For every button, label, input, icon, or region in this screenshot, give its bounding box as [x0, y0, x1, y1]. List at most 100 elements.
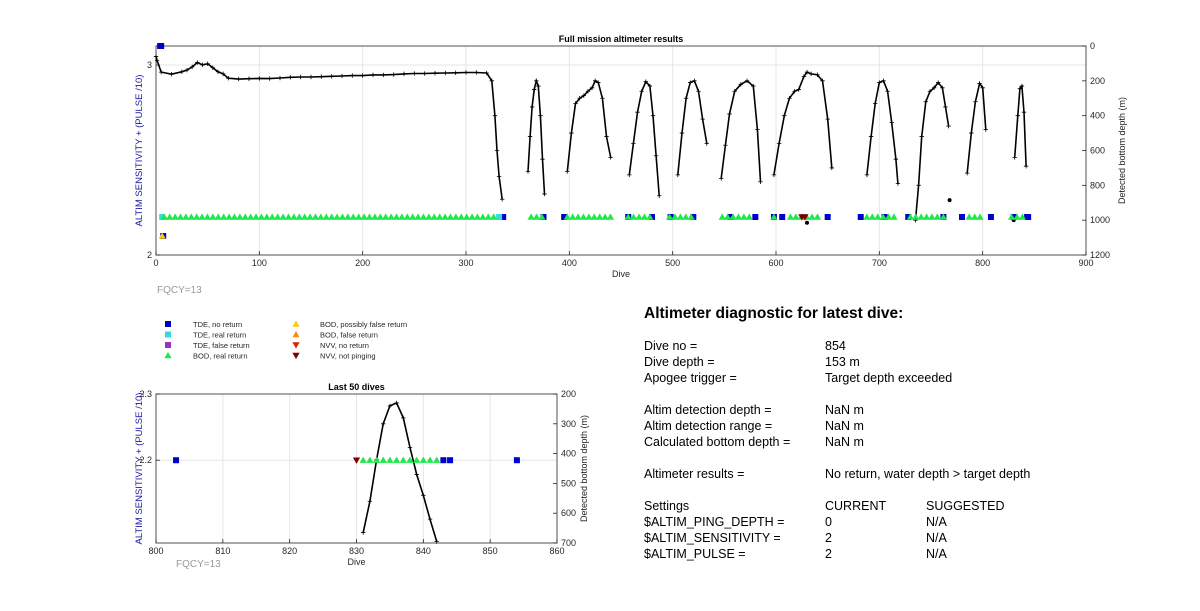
depth-point [825, 116, 830, 122]
depth-point [923, 99, 929, 104]
marker-triangle-up [884, 213, 893, 220]
marker-triangle-up [268, 213, 276, 220]
calculated-bottom-label: Calculated bottom depth = [644, 435, 791, 449]
marker-triangle-up [425, 213, 433, 220]
marker-triangle-up [306, 213, 314, 220]
marker-triangle-up [574, 213, 582, 220]
depth-point [801, 74, 807, 79]
legend-marker [165, 331, 171, 338]
depth-point [719, 176, 724, 181]
y-tick-label-right: 400 [1090, 111, 1105, 121]
marker-triangle-up [441, 213, 449, 220]
marker-triangle-up [198, 213, 206, 220]
chart-title: Last 50 dives [328, 382, 385, 392]
marker-triangle-up [236, 213, 244, 220]
depth-point [538, 113, 543, 118]
depth-point [329, 74, 334, 79]
marker-triangle-up [585, 213, 593, 220]
depth-point [964, 170, 970, 176]
setting-suggested: N/A [926, 547, 947, 561]
marker-triangle-up [468, 213, 476, 220]
depth-point [977, 81, 982, 86]
depth-line [966, 81, 987, 174]
depth-point [387, 403, 393, 409]
marker-triangle-up [263, 213, 271, 220]
marker-triangle-up [398, 213, 406, 220]
y-tick-label-right: 800 [1090, 180, 1105, 190]
depth-point [589, 85, 595, 90]
marker-triangle-up [971, 213, 979, 220]
depth-point [815, 72, 820, 77]
current-header: CURRENT [825, 499, 887, 513]
marker-triangle-up [376, 213, 384, 220]
depth-point [189, 64, 195, 70]
marker-triangle-up [933, 213, 941, 220]
marker-triangle-up [311, 213, 320, 220]
y-tick-label-left: 2.2 [139, 455, 152, 465]
results-value: No return, water depth > target depth [825, 467, 1031, 481]
marker-triangle-up [393, 456, 401, 463]
legend-marker [164, 351, 172, 359]
marker-triangle-up [279, 213, 287, 220]
detection-range-label: Altim detection range = [644, 419, 773, 433]
depth-line [527, 78, 546, 195]
depth-point [804, 69, 810, 75]
y-tick-label-right: 0 [1090, 41, 1095, 51]
legend-label: TDE, real return [193, 331, 246, 340]
marker-triangle-up [419, 213, 428, 220]
marker-triangle-up [317, 213, 325, 220]
depth-point [453, 70, 458, 76]
apogee-label: Apogee trigger = [644, 371, 737, 385]
marker-triangle-up [392, 213, 401, 220]
x-tick-label: 850 [483, 546, 498, 556]
depth-line [866, 79, 899, 184]
depth-line [628, 80, 660, 196]
depth-point [422, 71, 427, 76]
depth-point [195, 60, 200, 65]
depth-line [155, 56, 503, 200]
apogee-row: Apogee trigger = Target depth exceeded [644, 370, 1164, 386]
marker-triangle-up [379, 456, 387, 463]
depth-point [688, 80, 693, 85]
marker-square [727, 214, 734, 220]
x-tick-label: 830 [349, 546, 364, 556]
y-tick-label-right: 300 [561, 419, 576, 429]
marker-triangle-up [182, 213, 190, 220]
depth-point [916, 183, 921, 188]
marker-triangle-up [770, 213, 778, 220]
y-tick-label-right: 1000 [1090, 215, 1110, 225]
marker-triangle-up [646, 213, 654, 220]
marker-triangle-up [601, 213, 609, 220]
depth-point [635, 109, 640, 115]
depth-point [401, 415, 406, 421]
setting-current: 0 [825, 515, 832, 529]
legend-marker [165, 342, 171, 348]
y-axis-label-left: ALTIM SENSITIVITY + (PULSE /10) [134, 75, 145, 227]
depth-point [692, 78, 697, 84]
depth-point [540, 157, 545, 162]
marker-triangle-up [386, 456, 394, 463]
marker-triangle-up [1018, 213, 1026, 220]
legend-label: BOD, possibly false return [320, 320, 407, 329]
marker-triangle-up [928, 213, 936, 220]
depth-point [755, 127, 760, 132]
depth-point [643, 79, 648, 84]
marker-triangle-up [745, 213, 753, 220]
marker-triangle-up [241, 213, 249, 220]
legend-label: NVV, no return [320, 341, 369, 350]
depth-point [565, 169, 570, 174]
y-tick-label-right: 500 [561, 478, 576, 488]
depth-point [829, 165, 834, 171]
results-label: Altimeter results = [644, 467, 745, 481]
depth-point [771, 172, 777, 178]
marker-triangle-up [527, 213, 535, 220]
x-axis-label: Dive [347, 557, 365, 567]
marker-triangle-up [220, 213, 228, 220]
depth-point [782, 113, 787, 118]
depth-point [381, 72, 386, 78]
depth-point [542, 191, 547, 197]
depth-point [639, 89, 644, 94]
marker-triangle-up [906, 213, 914, 220]
marker-square [496, 214, 503, 220]
legend-label: BOD, false return [320, 331, 378, 340]
